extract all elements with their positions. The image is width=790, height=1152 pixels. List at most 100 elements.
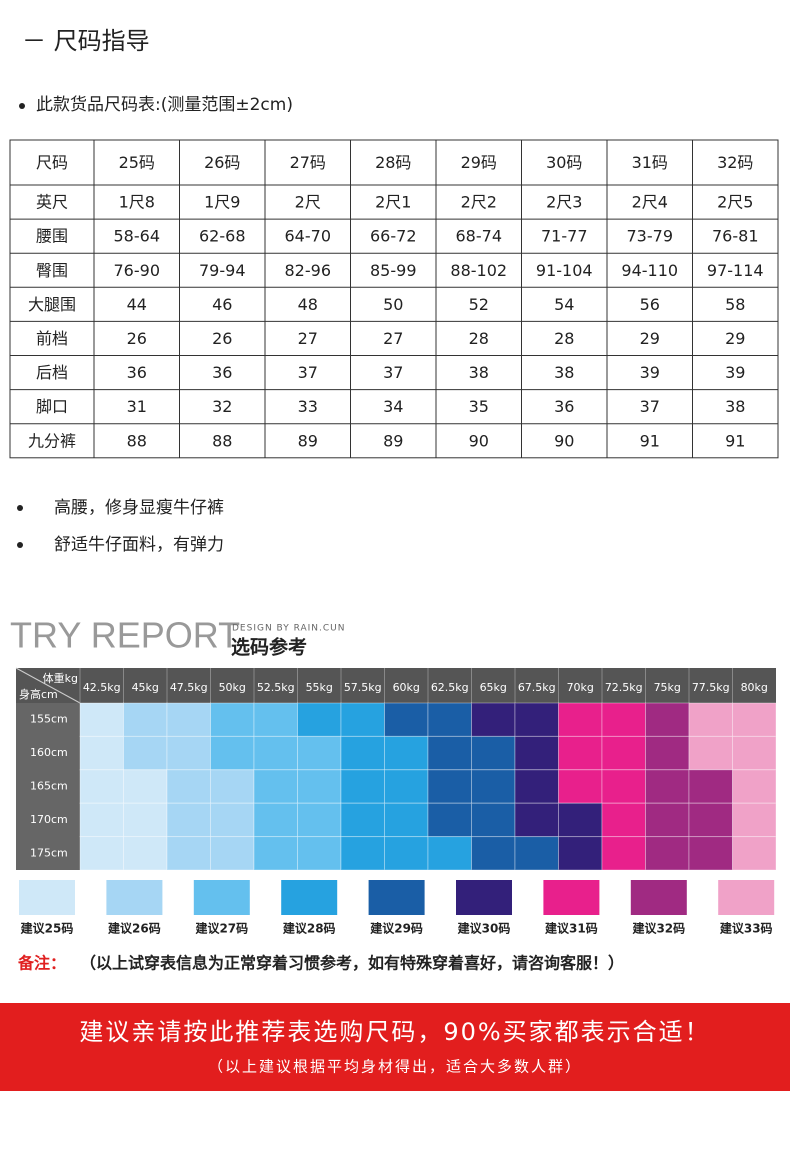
banner-title: 建议亲请按此推荐表选购尺码，90%买家都表示合适！ — [79, 1018, 710, 1046]
table-cell: 九分裤 — [28, 431, 76, 450]
corner-top: 体重kg — [43, 671, 78, 685]
fit-cell — [601, 769, 646, 804]
fit-cell — [601, 735, 646, 771]
fit-cell — [558, 769, 603, 804]
weight-label: 50kg — [219, 681, 246, 694]
fit-cell — [601, 836, 646, 871]
table-cell: 39 — [640, 363, 660, 382]
note-text: （以上试穿表信息为正常穿着习惯参考，如有特殊穿着喜好，请咨询客服！） — [80, 954, 624, 973]
weight-label: 67.5kg — [518, 681, 556, 694]
table-cell: 90 — [469, 431, 489, 450]
table-cell: 46 — [212, 295, 232, 314]
table-cell: 76-90 — [114, 261, 161, 280]
table-cell: 79-94 — [199, 261, 246, 280]
table-cell: 32码 — [717, 153, 753, 172]
table-cell: 38 — [725, 397, 745, 416]
table-cell: 26 — [212, 329, 232, 348]
fit-cell — [688, 836, 733, 871]
table-cell: 66-72 — [370, 227, 417, 246]
legend-swatch — [106, 880, 163, 915]
fit-cell — [645, 802, 690, 838]
legend-swatch — [281, 880, 338, 915]
table-cell: 52 — [469, 295, 489, 314]
fit-cell — [210, 735, 255, 771]
table-cell: 1尺9 — [204, 193, 240, 212]
table-cell: 34 — [383, 397, 403, 416]
table-cell: 82-96 — [285, 261, 332, 280]
table-cell: 2尺3 — [546, 193, 582, 212]
weight-label: 72.5kg — [605, 681, 643, 694]
table-cell: 28 — [469, 329, 489, 348]
table-cell: 尺码 — [36, 153, 68, 172]
height-label: 175cm — [30, 846, 68, 859]
fit-cell — [514, 735, 559, 771]
fit-cell — [166, 735, 211, 771]
fit-cell — [732, 735, 777, 771]
weight-label: 57.5kg — [344, 681, 382, 694]
legend-swatch — [193, 880, 250, 915]
table-cell: 90 — [554, 431, 574, 450]
fit-cell — [471, 836, 516, 871]
fit-cell — [340, 769, 385, 804]
fit-cell — [471, 769, 516, 804]
table-cell: 38 — [469, 363, 489, 382]
fit-cell — [79, 836, 124, 871]
table-cell: 2尺 — [295, 193, 321, 212]
table-cell: 76-81 — [712, 227, 759, 246]
table-cell: 英尺 — [36, 193, 68, 212]
report-subtitle: 选码参考 — [231, 636, 307, 659]
fit-cell — [427, 735, 472, 771]
fit-cell — [384, 836, 429, 871]
fit-cell — [253, 769, 298, 804]
fit-cell — [558, 836, 603, 871]
grid-side — [16, 703, 80, 870]
fit-cell — [123, 802, 168, 838]
fit-cell — [688, 735, 733, 771]
fit-cell — [558, 802, 603, 838]
fit-cell — [297, 702, 342, 737]
weight-label: 45kg — [132, 681, 159, 694]
fit-cell — [427, 836, 472, 871]
feature: 舒适牛仔面料，有弹力 — [54, 535, 224, 555]
fit-cell — [297, 769, 342, 804]
fit-cell — [297, 802, 342, 838]
table-cell: 30码 — [546, 153, 582, 172]
table-cell: 88 — [127, 431, 147, 450]
weight-label: 60kg — [393, 681, 420, 694]
legend-swatch — [543, 880, 600, 915]
fit-cell — [645, 735, 690, 771]
table-cell: 91-104 — [536, 261, 593, 280]
table-cell: 48 — [298, 295, 318, 314]
fit-cell — [732, 702, 777, 737]
feature: 高腰，修身显瘦牛仔裤 — [54, 498, 224, 518]
table-cell: 89 — [383, 431, 403, 450]
height-label: 160cm — [30, 746, 68, 759]
fit-cell — [340, 802, 385, 838]
table-cell: 36 — [212, 363, 232, 382]
fit-cell — [253, 735, 298, 771]
fit-cell — [210, 802, 255, 838]
fit-cell — [427, 802, 472, 838]
height-label: 155cm — [30, 713, 68, 726]
table-cell: 1尺8 — [119, 193, 155, 212]
legend-swatch — [630, 880, 687, 915]
table-cell: 58 — [725, 295, 745, 314]
note-label: 备注： — [17, 954, 66, 973]
table-cell: 88 — [212, 431, 232, 450]
fit-cell — [688, 802, 733, 838]
legend-label: 建议28码 — [282, 921, 336, 936]
bullet — [17, 505, 23, 511]
weight-label: 62.5kg — [431, 681, 469, 694]
table-cell: 37 — [383, 363, 403, 382]
table-cell: 88-102 — [450, 261, 507, 280]
fit-cell — [79, 802, 124, 838]
fit-cell — [166, 802, 211, 838]
report-title: TRY REPORT — [10, 615, 240, 656]
table-cell: 前档 — [36, 329, 68, 348]
table-cell: 89 — [298, 431, 318, 450]
fit-cell — [558, 702, 603, 737]
table-cell: 臀围 — [36, 261, 68, 280]
table-cell: 50 — [383, 295, 403, 314]
table-cell: 2尺5 — [717, 193, 753, 212]
table-cell: 腰围 — [36, 227, 68, 246]
